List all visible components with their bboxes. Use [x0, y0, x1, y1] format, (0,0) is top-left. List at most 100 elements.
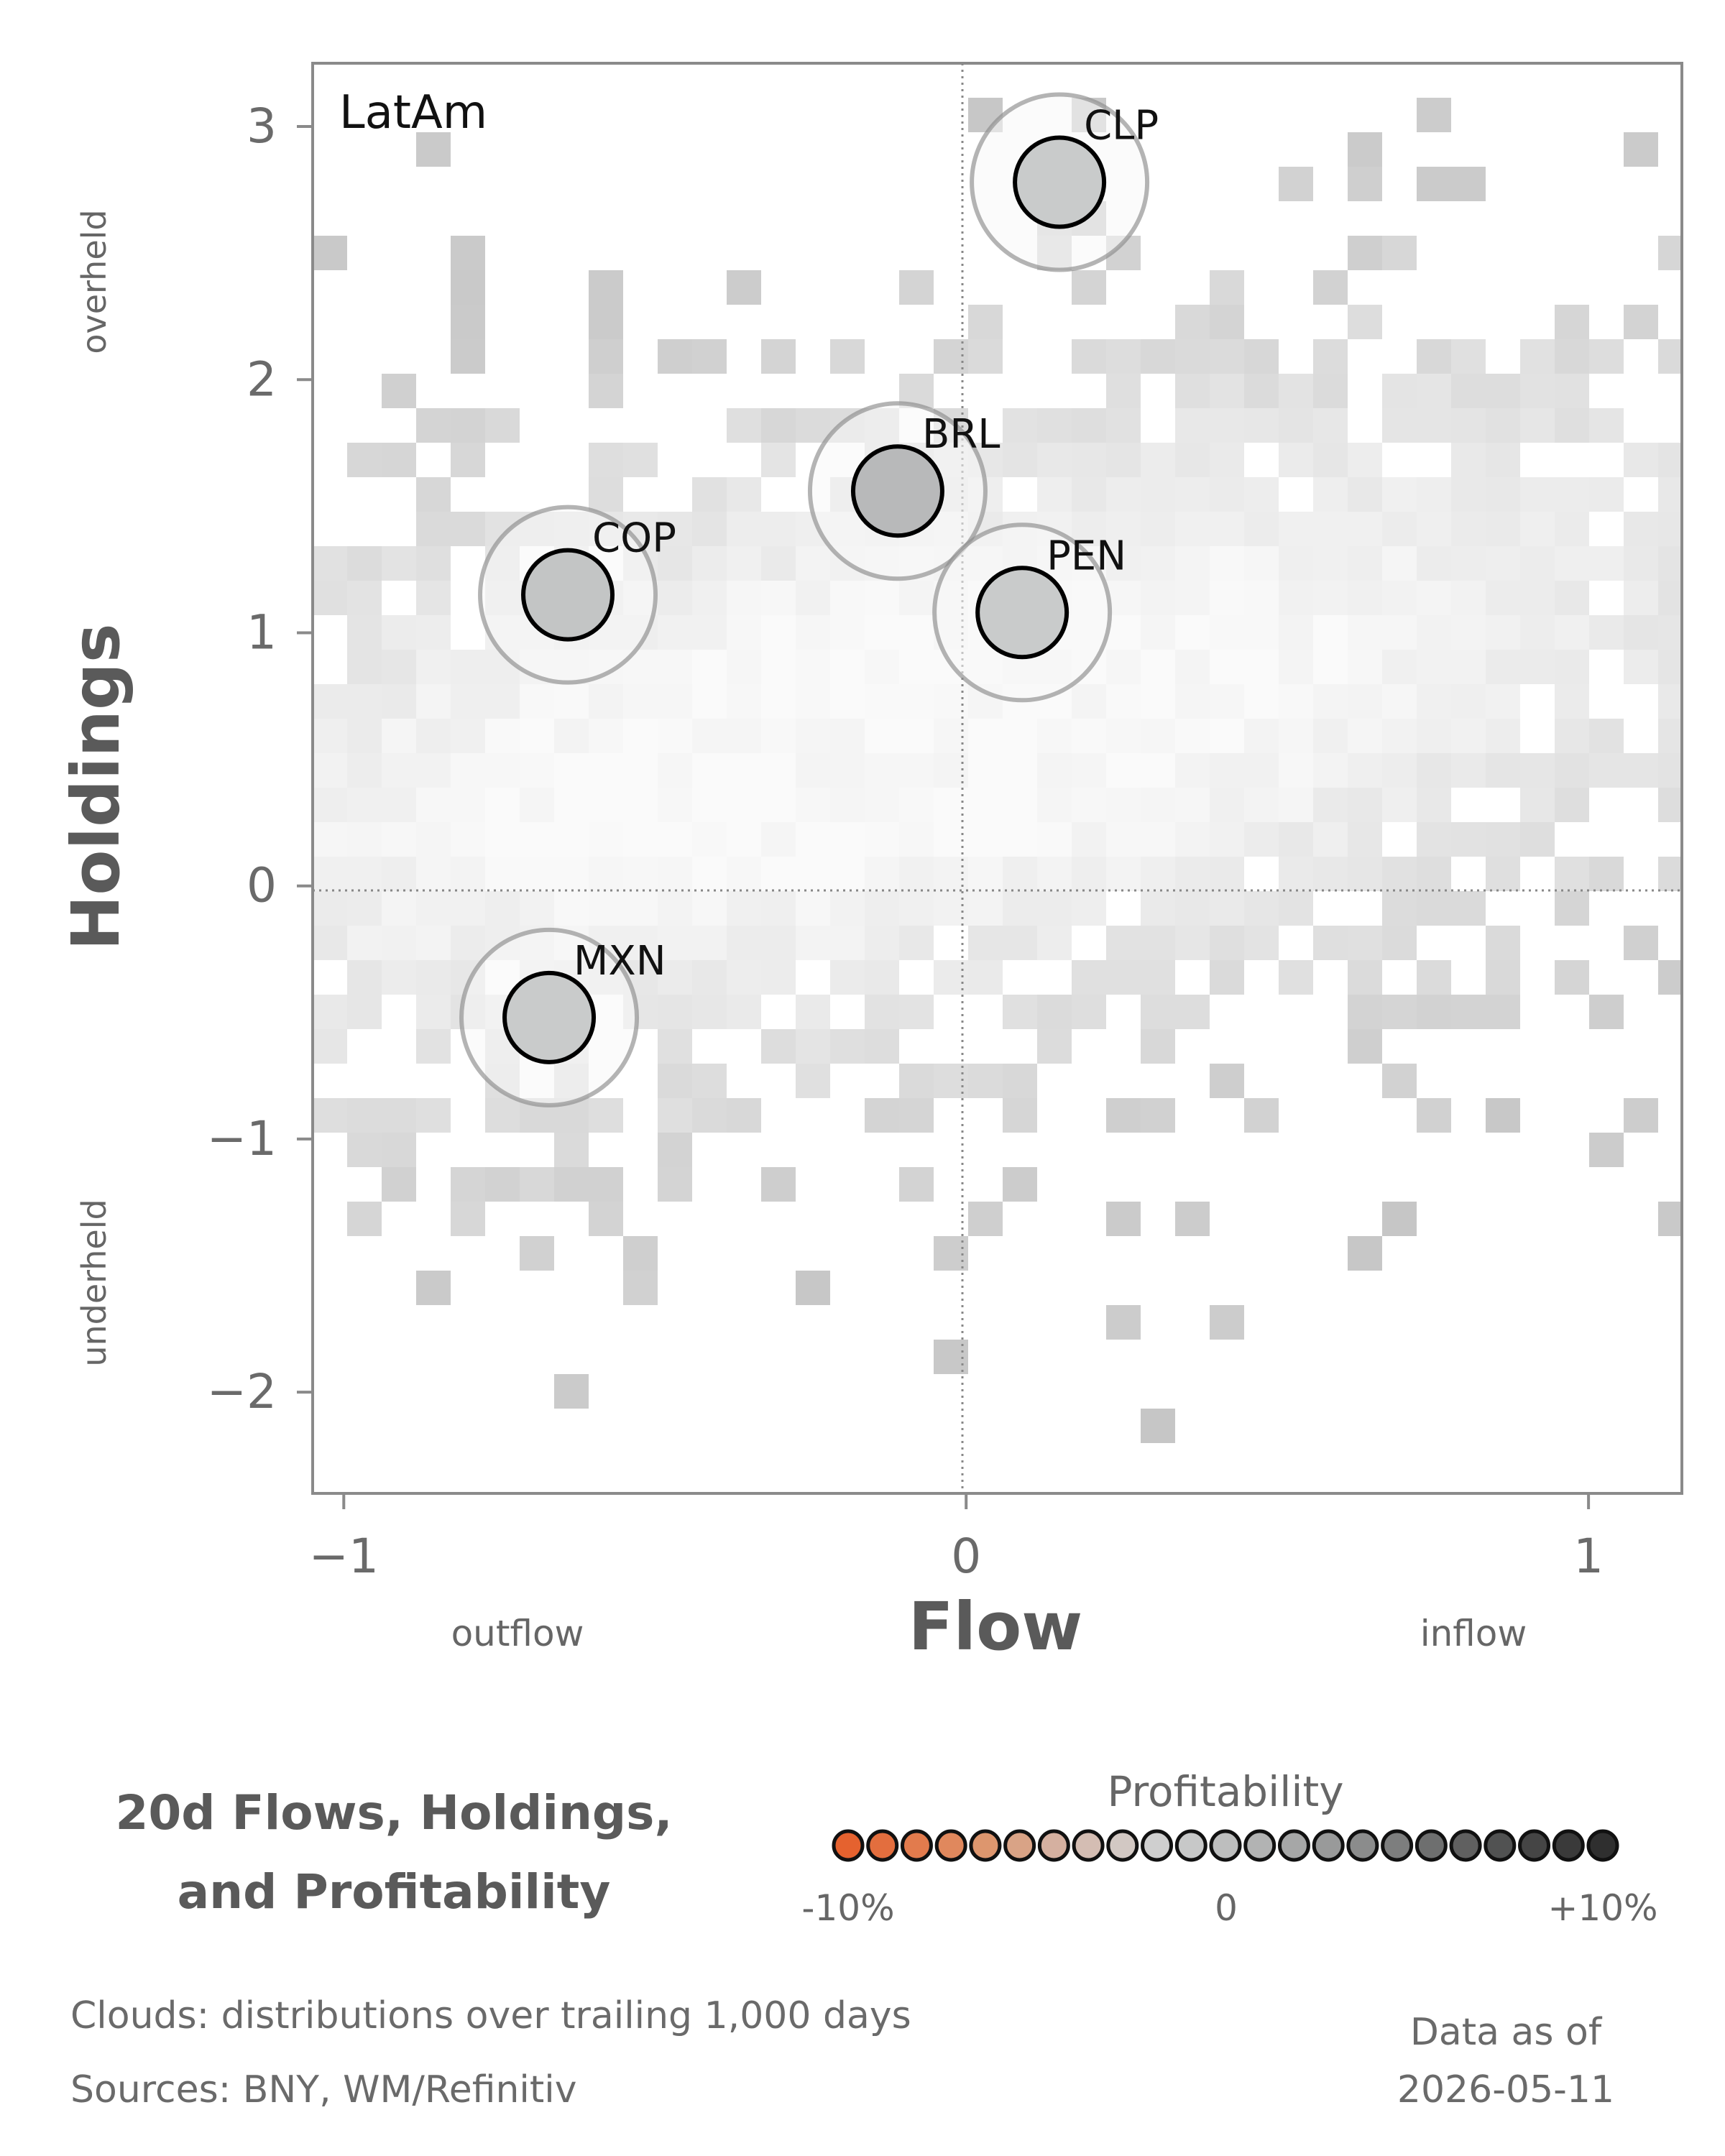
cloud-cell — [1451, 995, 1486, 1029]
cloud-cell — [830, 339, 865, 374]
cloud-cell — [451, 443, 485, 477]
cloud-cell — [382, 650, 416, 684]
cloud-cell — [1141, 477, 1175, 512]
cloud-cell — [382, 788, 416, 822]
cloud-cell — [416, 995, 451, 1029]
cloud-cell — [623, 1236, 658, 1271]
cloud-cell — [1175, 650, 1210, 684]
point-marker — [975, 566, 1070, 660]
cloud-cell — [1244, 477, 1279, 512]
cloud-cell — [1141, 1098, 1175, 1133]
cloud-cell — [1520, 477, 1555, 512]
cloud-cell — [1313, 546, 1348, 581]
cloud-cell — [1037, 753, 1072, 788]
cloud-cell — [1037, 788, 1072, 822]
cloud-cell — [968, 960, 1003, 995]
cloud-cell — [1417, 788, 1451, 822]
cloud-cell — [1313, 857, 1348, 891]
cloud-cell — [1451, 581, 1486, 615]
cloud-cell — [313, 684, 347, 719]
cloud-cell — [554, 684, 589, 719]
cloud-cell — [1037, 1029, 1072, 1064]
cloud-cell — [796, 753, 830, 788]
cloud-cell — [658, 650, 692, 684]
cloud-cell — [1210, 753, 1244, 788]
cloud-cell — [1624, 926, 1658, 960]
legend-dot — [1243, 1829, 1276, 1862]
cloud-cell — [1175, 788, 1210, 822]
cloud-cell — [520, 753, 554, 788]
chart-title-line1: 20d Flows, Holdings, — [115, 1785, 672, 1841]
cloud-cell — [1348, 581, 1382, 615]
cloud-cell — [830, 581, 865, 615]
cloud-cell — [899, 719, 934, 753]
cloud-cell — [1313, 684, 1348, 719]
cloud-cell — [382, 546, 416, 581]
cloud-cell — [1279, 374, 1313, 408]
y-tick-label: −1 — [207, 1111, 277, 1166]
cloud-cell — [1658, 236, 1682, 270]
cloud-cell — [1003, 788, 1037, 822]
cloud-cell — [1244, 719, 1279, 753]
cloud-cell — [1520, 650, 1555, 684]
cloud-cell — [1348, 857, 1382, 891]
cloud-cell — [1037, 477, 1072, 512]
cloud-cell — [1382, 753, 1417, 788]
cloud-cell — [1106, 788, 1141, 822]
cloud-cell — [968, 719, 1003, 753]
cloud-cell — [589, 891, 623, 926]
cloud-cell — [520, 1236, 554, 1271]
cloud-cell — [1417, 167, 1451, 201]
cloud-cell — [899, 650, 934, 684]
cloud-cell — [1313, 788, 1348, 822]
cloud-cell — [451, 891, 485, 926]
cloud-cell — [589, 788, 623, 822]
cloud-cell — [1382, 1064, 1417, 1098]
cloud-cell — [589, 822, 623, 857]
cloud-cell — [1658, 960, 1682, 995]
cloud-cell — [1555, 512, 1589, 546]
cloud-cell — [1417, 891, 1451, 926]
cloud-cell — [1589, 408, 1624, 443]
cloud-cell — [1520, 408, 1555, 443]
cloud-cell — [1382, 788, 1417, 822]
cloud-cell — [416, 477, 451, 512]
cloud-cell — [1244, 581, 1279, 615]
cloud-cell — [1003, 857, 1037, 891]
panel-label: LatAm — [339, 86, 487, 139]
cloud-cell — [1658, 719, 1682, 753]
point-brl: BRL — [807, 401, 1000, 581]
cloud-cell — [658, 546, 692, 581]
cloud-cell — [899, 788, 934, 822]
legend-dot — [969, 1829, 1002, 1862]
cloud-cell — [1072, 995, 1106, 1029]
cloud-cell — [1210, 270, 1244, 305]
cloud-cell — [1382, 374, 1417, 408]
cloud-cell — [313, 1098, 347, 1133]
cloud-cell — [1555, 305, 1589, 339]
cloud-cell — [1175, 581, 1210, 615]
cloud-cell — [485, 408, 520, 443]
cloud-cell — [1451, 753, 1486, 788]
cloud-cell — [347, 995, 382, 1029]
cloud-cell — [761, 1029, 796, 1064]
cloud-cell — [1210, 960, 1244, 995]
cloud-cell — [1244, 822, 1279, 857]
cloud-cell — [1003, 926, 1037, 960]
cloud-cell — [554, 822, 589, 857]
cloud-cell — [1382, 684, 1417, 719]
cloud-cell — [1348, 512, 1382, 546]
cloud-cell — [1658, 546, 1682, 581]
cloud-cell — [1175, 512, 1210, 546]
cloud-cell — [1141, 960, 1175, 995]
cloud-cell — [1210, 581, 1244, 615]
cloud-cell — [658, 960, 692, 995]
cloud-cell — [1624, 1098, 1658, 1133]
cloud-cell — [1244, 408, 1279, 443]
points-layer: CLP BRL COP PEN MXN — [459, 92, 1159, 1107]
cloud-cell — [1141, 857, 1175, 891]
cloud-cell — [1520, 822, 1555, 857]
cloud-cell — [968, 926, 1003, 960]
cloud-cell — [934, 891, 968, 926]
